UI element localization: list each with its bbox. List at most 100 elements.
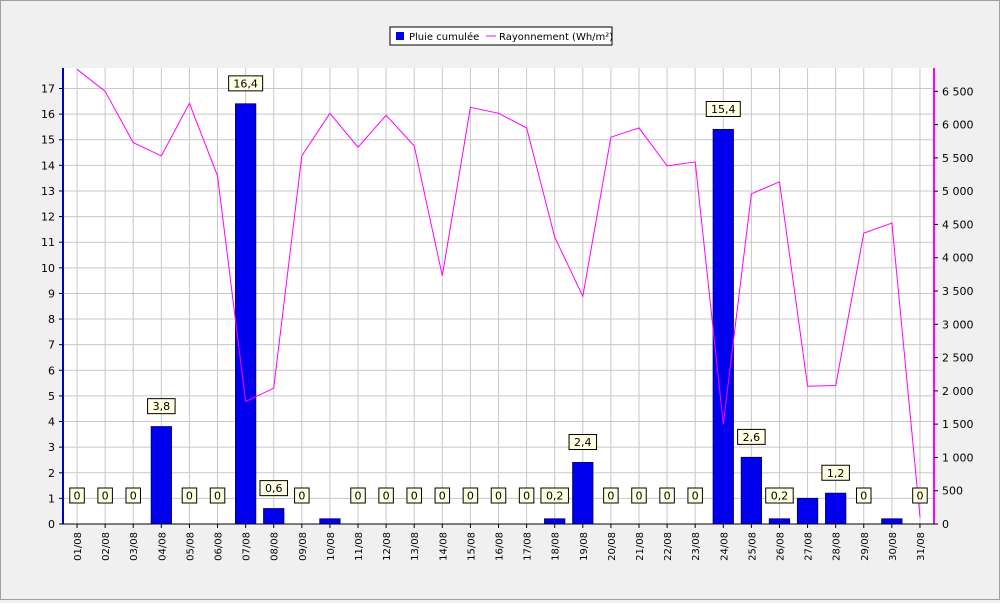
right-tick-label: 0 [942, 518, 949, 531]
left-tick-label: 1 [48, 492, 55, 505]
bar-label-text: 0,6 [265, 482, 283, 495]
x-tick-label: 21/08 [635, 532, 646, 561]
bar-label-23-08: 0 [687, 487, 703, 504]
bar-24-08 [712, 128, 734, 525]
x-tick-label: 31/08 [916, 532, 927, 561]
bar-label-24-08: 15,4 [705, 100, 741, 117]
bar-label-box [705, 100, 741, 117]
left-tick-label: 4 [48, 416, 55, 429]
left-tick-label: 11 [41, 236, 55, 249]
bar-27-08 [796, 497, 819, 525]
bar-label-18-08: 0,2 [540, 487, 569, 504]
x-tick-label: 23/08 [691, 532, 702, 561]
bar-label-box [765, 487, 794, 504]
grid [63, 68, 934, 525]
bar-label-09-08: 0 [294, 487, 310, 504]
bar-28-08 [825, 492, 847, 525]
bar-label-box [97, 487, 113, 504]
right-tick-label: 3 000 [942, 318, 974, 331]
bar-label-text: 0 [411, 490, 418, 503]
bar-label-text: 0 [355, 490, 362, 503]
x-tick-label: 24/08 [719, 532, 730, 561]
bar-label-20-08: 0 [603, 487, 619, 504]
bar-label-text: 0 [607, 490, 614, 503]
x-tick-label: 11/08 [354, 532, 365, 561]
left-tick-label: 6 [48, 364, 55, 377]
bar-label-box [518, 487, 535, 504]
x-tick-label: 17/08 [523, 532, 534, 561]
bar-label-25-08: 2,6 [737, 428, 766, 445]
left-tick-label: 9 [48, 287, 55, 300]
bar-label-box [540, 487, 569, 504]
x-tick-label: 03/08 [129, 532, 140, 561]
x-tick-label: 01/08 [73, 532, 84, 561]
bar-label-text: 0 [635, 490, 642, 503]
bar-label-19-08: 2,4 [568, 434, 598, 451]
bar-label-box [350, 487, 366, 504]
rayonnement-line [76, 68, 921, 518]
bar-label-text: 0 [74, 490, 81, 503]
x-tick-label: 08/08 [270, 532, 281, 561]
legend-box [389, 26, 613, 46]
bar-label-text: 0 [916, 490, 923, 503]
left-tick-label: 8 [48, 313, 55, 326]
x-tick-label: 15/08 [466, 532, 477, 561]
bar-label-box [687, 487, 703, 504]
x-tick-label: 26/08 [775, 532, 786, 561]
bar-19-08 [572, 462, 594, 525]
bar-label-text: 0 [102, 490, 109, 503]
x-tick-label: 30/08 [888, 532, 899, 561]
bar-label-box [462, 487, 479, 504]
legend: Pluie cumulée Rayonnement (Wh/m²) [389, 26, 613, 46]
bar-label-box [490, 487, 507, 504]
bar-07-08 [235, 103, 257, 525]
x-tick-label: 05/08 [185, 532, 196, 561]
bar-08-08 [263, 508, 285, 525]
x-tick-label: 07/08 [242, 532, 253, 561]
bar-label-text: 0 [467, 490, 474, 503]
bar-label-box [631, 487, 647, 504]
left-tick-label: 12 [41, 211, 55, 224]
legend-bar-label: Pluie cumulée [409, 31, 479, 43]
bar-25-08 [740, 456, 762, 525]
right-axis-ticks: 0 500 1 000 1 500 2 000 2 500 3 000 3 500 4 000 4… [934, 85, 974, 531]
right-tick-label: 6 500 [942, 85, 974, 98]
bar-label-06-08: 0 [209, 487, 226, 504]
bar-label-text: 0 [214, 490, 221, 503]
bar-label-text: 0 [860, 490, 867, 503]
bar-label-text: 2,4 [574, 436, 592, 449]
bar-label-text: 0,2 [771, 490, 789, 503]
bar-label-04-08: 3,8 [147, 398, 176, 415]
right-tick-label: 2 500 [942, 352, 974, 365]
bar-label-box [69, 487, 85, 504]
x-tick-label: 18/08 [551, 532, 562, 561]
bar-label-14-08: 0 [434, 487, 451, 504]
x-tick-label: 27/08 [804, 532, 815, 561]
x-tick-label: 28/08 [832, 532, 843, 561]
right-tick-label: 5 000 [942, 185, 974, 198]
bar-label-16-08: 0 [490, 487, 507, 504]
bar-label-box [434, 487, 451, 504]
x-tick-label: 16/08 [495, 532, 506, 561]
bar-label-box [821, 464, 850, 481]
left-tick-label: 13 [41, 185, 55, 198]
bar-label-text: 0,2 [546, 490, 564, 503]
left-tick-label: 5 [48, 390, 55, 403]
bar-label-31-08: 0 [912, 487, 928, 504]
right-tick-label: 3 500 [942, 285, 974, 298]
x-tick-label: 22/08 [663, 532, 674, 561]
left-tick-label: 17 [41, 82, 55, 95]
bar-label-text: 16,4 [233, 77, 258, 90]
bar-label-21-08: 0 [631, 487, 647, 504]
bar-label-text: 1,2 [827, 467, 845, 480]
bar-label-08-08: 0,6 [259, 480, 288, 497]
bar-label-text: 3,8 [153, 400, 171, 413]
right-tick-label: 2 000 [942, 385, 974, 398]
bar-label-box [603, 487, 619, 504]
x-tick-label: 19/08 [579, 532, 590, 561]
bar-label-28-08: 1,2 [821, 464, 850, 481]
bar-26-08 [768, 518, 791, 525]
